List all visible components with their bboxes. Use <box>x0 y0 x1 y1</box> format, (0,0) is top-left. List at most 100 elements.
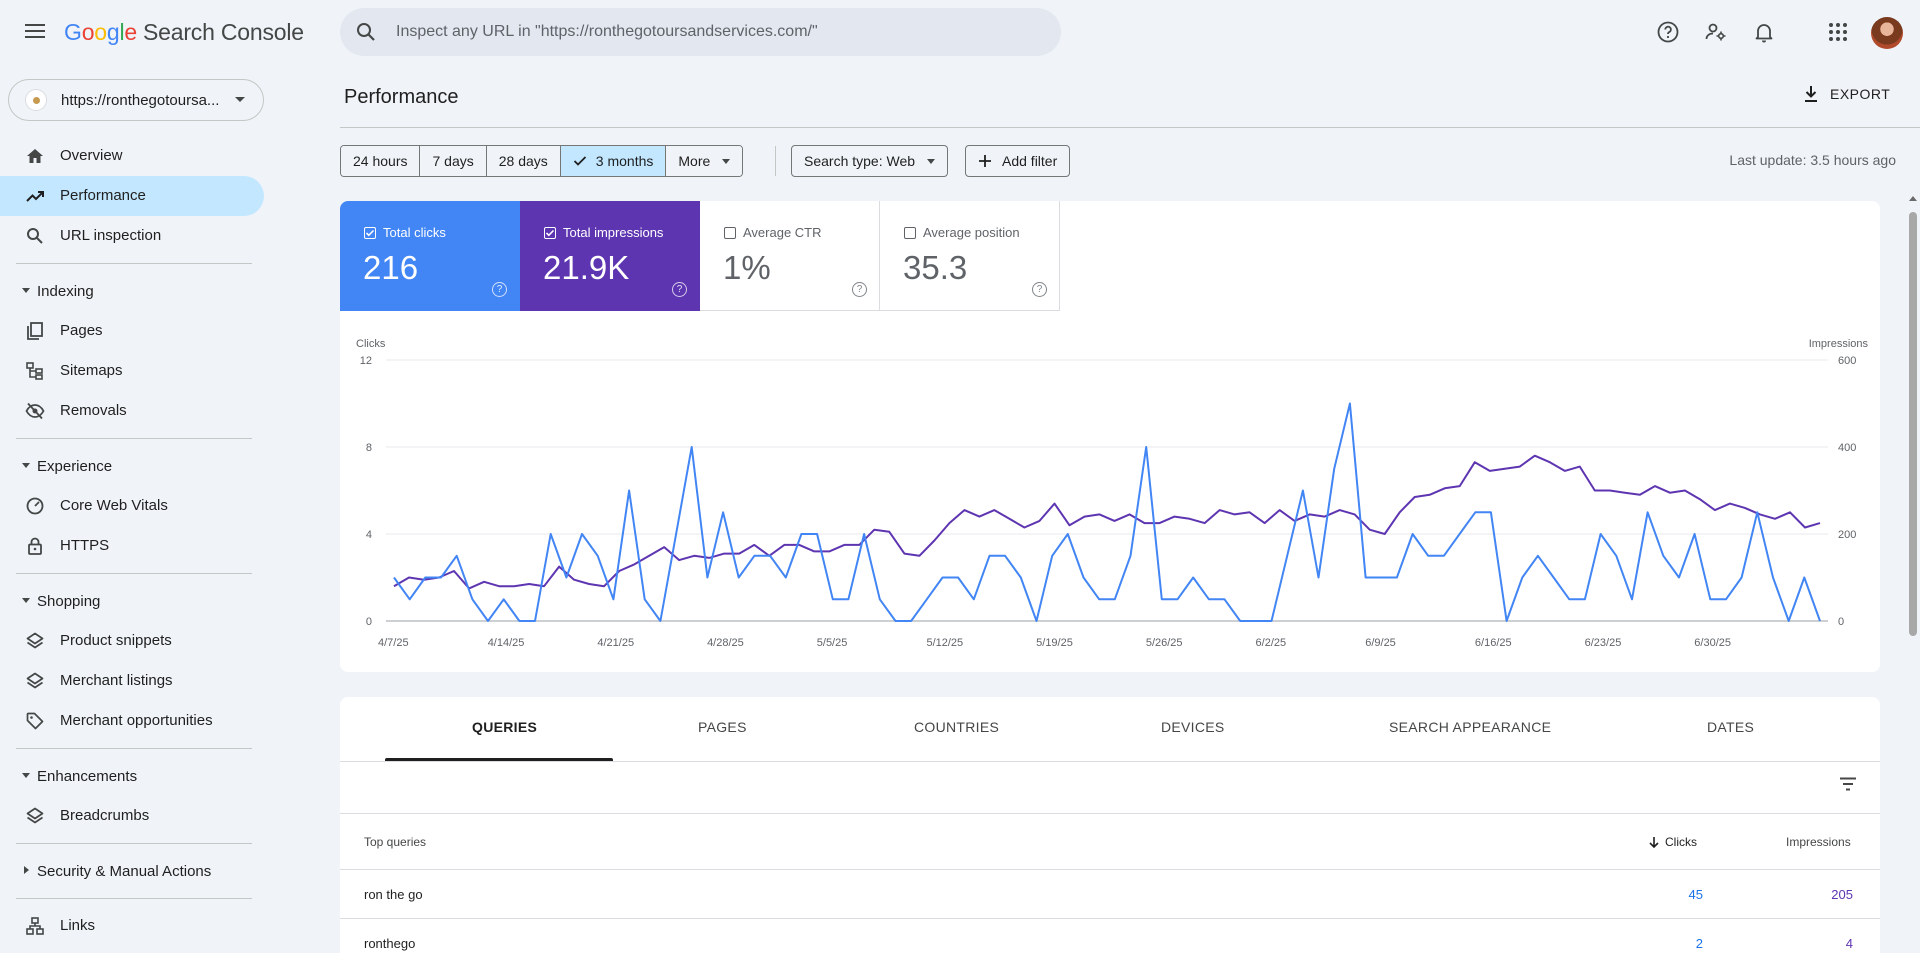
metric-value: 216 <box>363 249 419 286</box>
checkbox-checked-icon <box>544 227 556 239</box>
sidebar-item-label: Overview <box>60 147 123 164</box>
logo-letter: o <box>94 19 107 45</box>
logo-letter: G <box>64 19 82 45</box>
tab-countries[interactable]: COUNTRIES <box>914 719 1000 735</box>
metric-total-clicks[interactable]: Total clicks 216 ? <box>340 201 520 311</box>
sidebar-item-label: Sitemaps <box>60 362 123 379</box>
filter-icon[interactable] <box>1838 774 1858 794</box>
metric-name: Total impressions <box>563 225 664 240</box>
date-range-label: 28 days <box>498 153 548 169</box>
sidebar-item-merchant-listings[interactable]: Merchant listings <box>0 661 264 701</box>
table-row[interactable]: ronthego 2 4 <box>340 919 1880 953</box>
sidebar-item-links[interactable]: Links <box>0 906 264 946</box>
tab-pages[interactable]: PAGES <box>698 719 747 735</box>
url-inspect-input[interactable] <box>396 23 1036 41</box>
search-type-filter[interactable]: Search type: Web <box>791 145 949 177</box>
metric-value: 1% <box>723 249 771 286</box>
divider <box>16 573 252 574</box>
page-title: Performance <box>344 86 459 108</box>
tab-dates[interactable]: DATES <box>1707 719 1755 735</box>
date-range-more[interactable]: More <box>666 146 743 176</box>
apps-grid-icon[interactable] <box>1823 17 1853 47</box>
page-scrollbar[interactable] <box>1906 190 1920 953</box>
speed-gauge-icon <box>26 497 44 515</box>
sidebar-item-breadcrumbs[interactable]: Breadcrumbs <box>0 796 264 836</box>
section-indexing[interactable]: Indexing <box>0 275 264 307</box>
date-range-24-hours[interactable]: 24 hours <box>341 146 421 176</box>
google-search-console-logo[interactable]: Google Search Console <box>64 19 304 46</box>
url-inspect-search[interactable] <box>340 8 1061 56</box>
collapse-arrow-icon <box>22 773 30 778</box>
sidebar-item-label: Merchant opportunities <box>60 712 213 729</box>
x-tick-label: 4/7/25 <box>378 637 409 649</box>
cell-clicks: 45 <box>1688 887 1703 902</box>
visibility-off-icon <box>25 402 45 420</box>
sidebar-item-overview[interactable]: Overview <box>0 136 264 176</box>
section-shopping[interactable]: Shopping <box>0 585 264 617</box>
tab-search-appearance[interactable]: SEARCH APPEARANCE <box>1389 719 1552 735</box>
divider <box>16 748 252 749</box>
date-range-selector: 24 hours 7 days 28 days 3 months More <box>340 145 744 177</box>
column-header-impressions[interactable]: Impressions <box>1786 835 1851 849</box>
tab-queries[interactable]: QUERIES <box>472 719 538 735</box>
divider <box>16 438 252 439</box>
metric-average-ctr[interactable]: Average CTR 1% ? <box>700 201 880 311</box>
checkbox-unchecked-icon <box>904 227 916 239</box>
sidebar-item-merchant-opportunities[interactable]: Merchant opportunities <box>0 701 264 741</box>
y2-tick-label: 0 <box>1838 616 1844 628</box>
cell-clicks: 2 <box>1695 936 1703 951</box>
sidebar-item-sitemaps[interactable]: Sitemaps <box>0 351 264 391</box>
help-icon[interactable]: ? <box>492 282 507 297</box>
sidebar-item-performance[interactable]: Performance <box>0 176 264 216</box>
divider <box>340 918 1880 919</box>
x-tick-label: 5/26/25 <box>1146 637 1183 649</box>
date-range-label: 7 days <box>432 153 474 169</box>
sidebar-item-url-inspection[interactable]: URL inspection <box>0 216 264 256</box>
sidebar-item-https[interactable]: HTTPS <box>0 526 264 566</box>
property-selector[interactable]: https://ronthegotoursa... <box>8 79 264 121</box>
metric-total-impressions[interactable]: Total impressions 21.9K ? <box>520 201 700 311</box>
sidebar-item-label: Performance <box>60 187 146 204</box>
account-avatar[interactable] <box>1871 17 1903 49</box>
sidebar-item-removals[interactable]: Removals <box>0 391 264 431</box>
tab-devices[interactable]: DEVICES <box>1161 719 1225 735</box>
scroll-up-arrow-icon[interactable] <box>1909 196 1917 201</box>
checkbox-checked-icon <box>364 227 376 239</box>
column-header-clicks[interactable]: Clicks <box>1648 835 1697 849</box>
sidebar-item-product-snippets[interactable]: Product snippets <box>0 621 264 661</box>
date-range-28-days[interactable]: 28 days <box>486 146 561 176</box>
date-range-3-months[interactable]: 3 months <box>560 146 667 176</box>
add-filter-button[interactable]: Add filter <box>965 145 1071 177</box>
manage-accounts-icon[interactable] <box>1701 17 1731 47</box>
section-experience[interactable]: Experience <box>0 450 264 482</box>
column-header-query[interactable]: Top queries <box>364 835 427 849</box>
y2-tick-label: 600 <box>1838 355 1856 367</box>
section-enhancements[interactable]: Enhancements <box>0 760 264 792</box>
performance-line-chart: Clicks Impressions 0 4 8 12 0 200 400 600 4/7/25 4/… <box>356 338 1869 649</box>
section-label: Security & Manual Actions <box>37 863 212 880</box>
section-security[interactable]: Security & Manual Actions <box>0 855 264 887</box>
help-icon[interactable] <box>1653 17 1683 47</box>
sidebar-item-pages[interactable]: Pages <box>0 311 264 351</box>
scrollbar-thumb[interactable] <box>1909 212 1917 636</box>
sitemap-icon <box>26 362 43 380</box>
notifications-icon[interactable] <box>1749 17 1779 47</box>
pages-icon <box>27 322 43 340</box>
site-favicon-icon <box>25 89 47 111</box>
menu-icon[interactable] <box>20 20 50 46</box>
y2-tick-label: 400 <box>1838 442 1856 454</box>
help-icon[interactable]: ? <box>1032 282 1047 297</box>
cell-query: ronthego <box>364 936 416 951</box>
series-line-total-clicks <box>393 402 1821 622</box>
help-icon[interactable]: ? <box>672 282 687 297</box>
export-button[interactable]: EXPORT <box>1802 84 1890 104</box>
divider <box>16 263 252 264</box>
help-icon[interactable]: ? <box>852 282 867 297</box>
x-tick-label: 4/14/25 <box>488 637 525 649</box>
sidebar-item-core-web-vitals[interactable]: Core Web Vitals <box>0 486 264 526</box>
date-range-7-days[interactable]: 7 days <box>420 146 487 176</box>
x-tick-label: 5/19/25 <box>1036 637 1073 649</box>
table-row[interactable]: ron the go 45 205 <box>340 870 1880 919</box>
x-tick-label: 6/16/25 <box>1475 637 1512 649</box>
metric-average-position[interactable]: Average position 35.3 ? <box>880 201 1060 311</box>
